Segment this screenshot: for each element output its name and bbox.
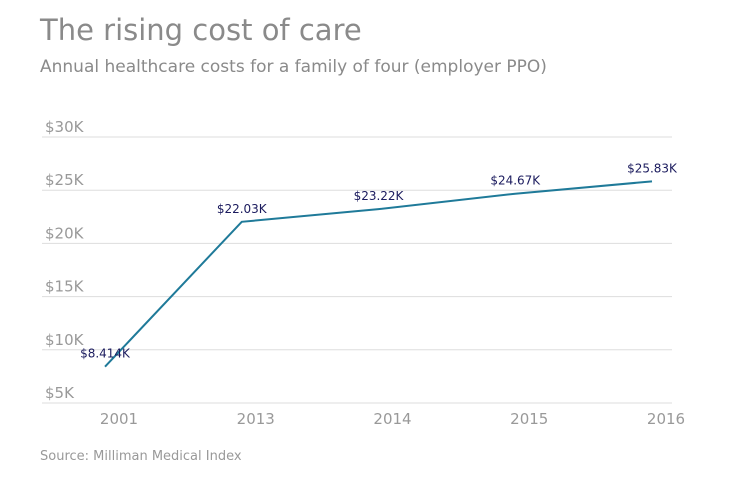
value-label: $23.22K <box>354 189 405 203</box>
chart-subtitle: Annual healthcare costs for a family of … <box>40 57 547 77</box>
value-label: $25.83K <box>627 161 678 175</box>
y-tick-label: $15K <box>45 278 85 296</box>
value-label: $8.414K <box>80 347 131 361</box>
x-tick-label: 2016 <box>647 410 685 428</box>
x-tick-label: 2001 <box>100 410 138 428</box>
source-note: Source: Milliman Medical Index <box>40 449 242 464</box>
y-tick-label: $10K <box>45 331 85 349</box>
value-label: $24.67K <box>490 174 541 188</box>
data-line <box>104 180 653 368</box>
y-tick-label: $25K <box>45 171 85 189</box>
chart-title: The rising cost of care <box>39 13 362 47</box>
value-label: $22.03K <box>217 202 268 216</box>
y-tick-label: $5K <box>45 384 75 402</box>
y-tick-label: $20K <box>45 224 85 242</box>
x-tick-label: 2014 <box>373 410 411 428</box>
y-tick-label: $30K <box>45 118 85 136</box>
x-tick-label: 2013 <box>237 410 275 428</box>
x-tick-label: 2015 <box>510 410 548 428</box>
